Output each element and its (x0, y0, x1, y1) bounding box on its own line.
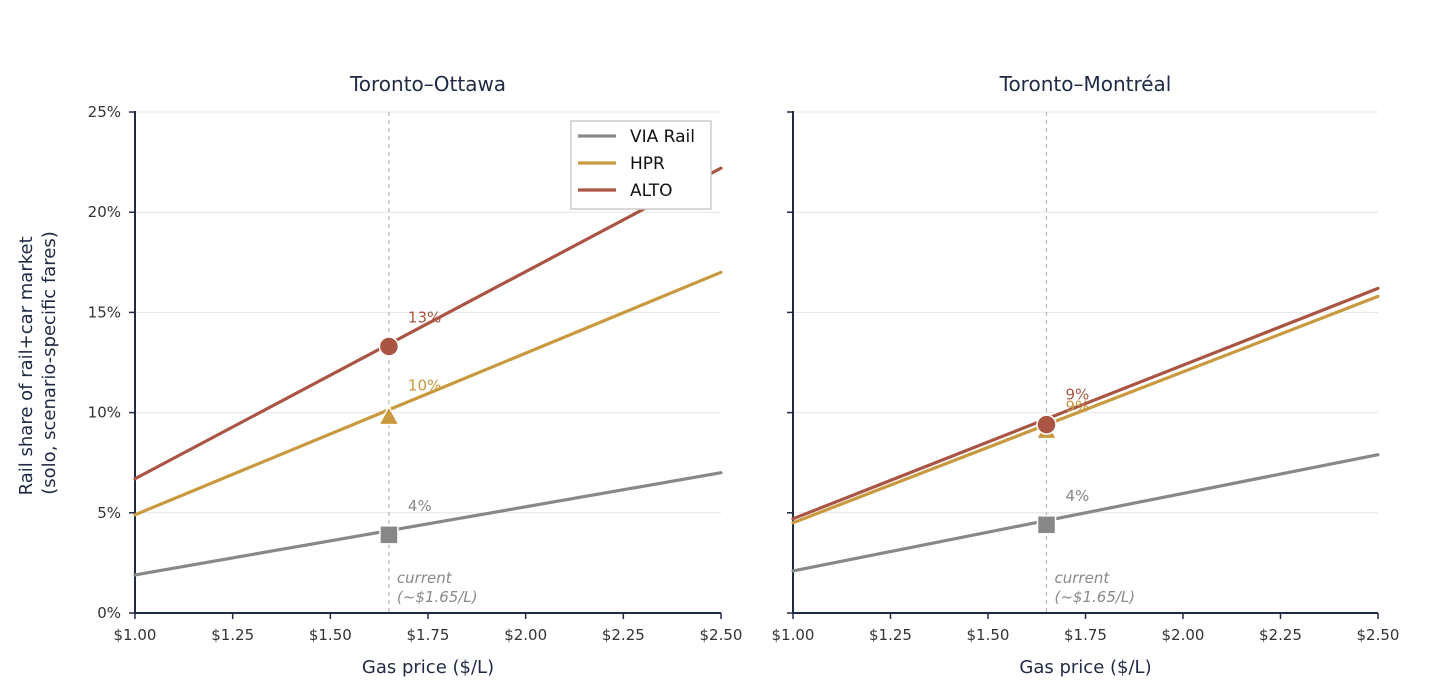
panel-1: Toronto–Ottawa 0% 5% 10% 15% 20% 25% $1.00 $1.25… (88, 72, 743, 678)
marker-label-via-rail: 4% (1066, 487, 1090, 505)
x-tick-label: $1.25 (211, 626, 254, 644)
current-price-annotation-line: current (1055, 569, 1111, 587)
current-price-annotation-line: (~$1.65/L) (397, 588, 478, 606)
legend-label-alto: ALTO (630, 181, 673, 201)
y-tick-label: 0% (97, 604, 121, 622)
x-tick-label: $1.75 (1064, 626, 1107, 644)
marker-via-rail (1036, 515, 1057, 535)
marker-alto (1036, 414, 1057, 435)
marker-label-alto: 9% (1066, 386, 1090, 404)
x-tick-label: $1.50 (309, 626, 352, 644)
x-tick-label: $1.25 (869, 626, 912, 644)
series-line-alto (791, 286, 1380, 521)
x-tick-label: $1.50 (967, 626, 1010, 644)
x-tick-label: $2.25 (602, 626, 645, 644)
marker-via-rail (379, 525, 399, 545)
x-tick-label: $1.00 (114, 626, 157, 644)
y-tick-label: 20% (88, 203, 121, 221)
panel-2: Toronto–Montréal $1.00 $1.25 $1.50 $1.75 $2.0… (772, 72, 1400, 678)
marker-alto (378, 336, 400, 357)
series-line-alto (133, 166, 723, 481)
y-tick-label: 15% (88, 303, 121, 321)
marker-label-hpr: 10% (408, 377, 441, 395)
y-axis-label-line1: Rail share of rail+car market (16, 236, 37, 495)
current-price-annotation: current (~$1.65/L) (397, 569, 478, 606)
series-line-hpr (791, 294, 1380, 525)
chart-panels: Toronto–Ottawa 0% 5% 10% 15% 20% 25% $1.00 $1.25… (88, 72, 1400, 678)
y-axis-label: Rail share of rail+car market (solo, sce… (16, 231, 60, 496)
y-tick-label: 25% (88, 103, 121, 121)
series-line-hpr (133, 270, 723, 517)
panel-title: Toronto–Ottawa (349, 72, 506, 96)
x-tick-label: $1.00 (772, 626, 815, 644)
legend: VIA Rail HPR ALTO (570, 120, 712, 210)
marker-label-hpr: 9% (1066, 398, 1090, 416)
current-price-annotation-line: current (397, 569, 453, 587)
series-line-via-rail (791, 453, 1380, 573)
x-tick-label: $2.50 (700, 626, 743, 644)
legend-label-hpr: HPR (630, 154, 665, 174)
x-tick-label: $2.50 (1357, 626, 1400, 644)
panel-title: Toronto–Montréal (999, 72, 1172, 96)
x-tick-label: $1.75 (407, 626, 450, 644)
x-tick-label: $2.00 (504, 626, 547, 644)
x-tick-label: $2.25 (1259, 626, 1302, 644)
x-axis-label: Gas price ($/L) (362, 657, 494, 678)
series-line-via-rail (133, 471, 723, 577)
marker-label-via-rail: 4% (408, 497, 432, 515)
marker-hpr (377, 405, 401, 426)
y-tick-label: 5% (97, 504, 121, 522)
x-tick-label: $2.00 (1162, 626, 1205, 644)
marker-label-alto: 13% (408, 308, 441, 326)
current-price-annotation-line: (~$1.65/L) (1055, 588, 1136, 606)
x-axis-label: Gas price ($/L) (1019, 657, 1151, 678)
legend-label-via-rail: VIA Rail (630, 127, 695, 147)
y-tick-label: 10% (88, 404, 121, 422)
y-axis-label-line2: (solo, scenario-specific fares) (39, 231, 60, 494)
current-price-annotation: current (~$1.65/L) (1055, 569, 1136, 606)
